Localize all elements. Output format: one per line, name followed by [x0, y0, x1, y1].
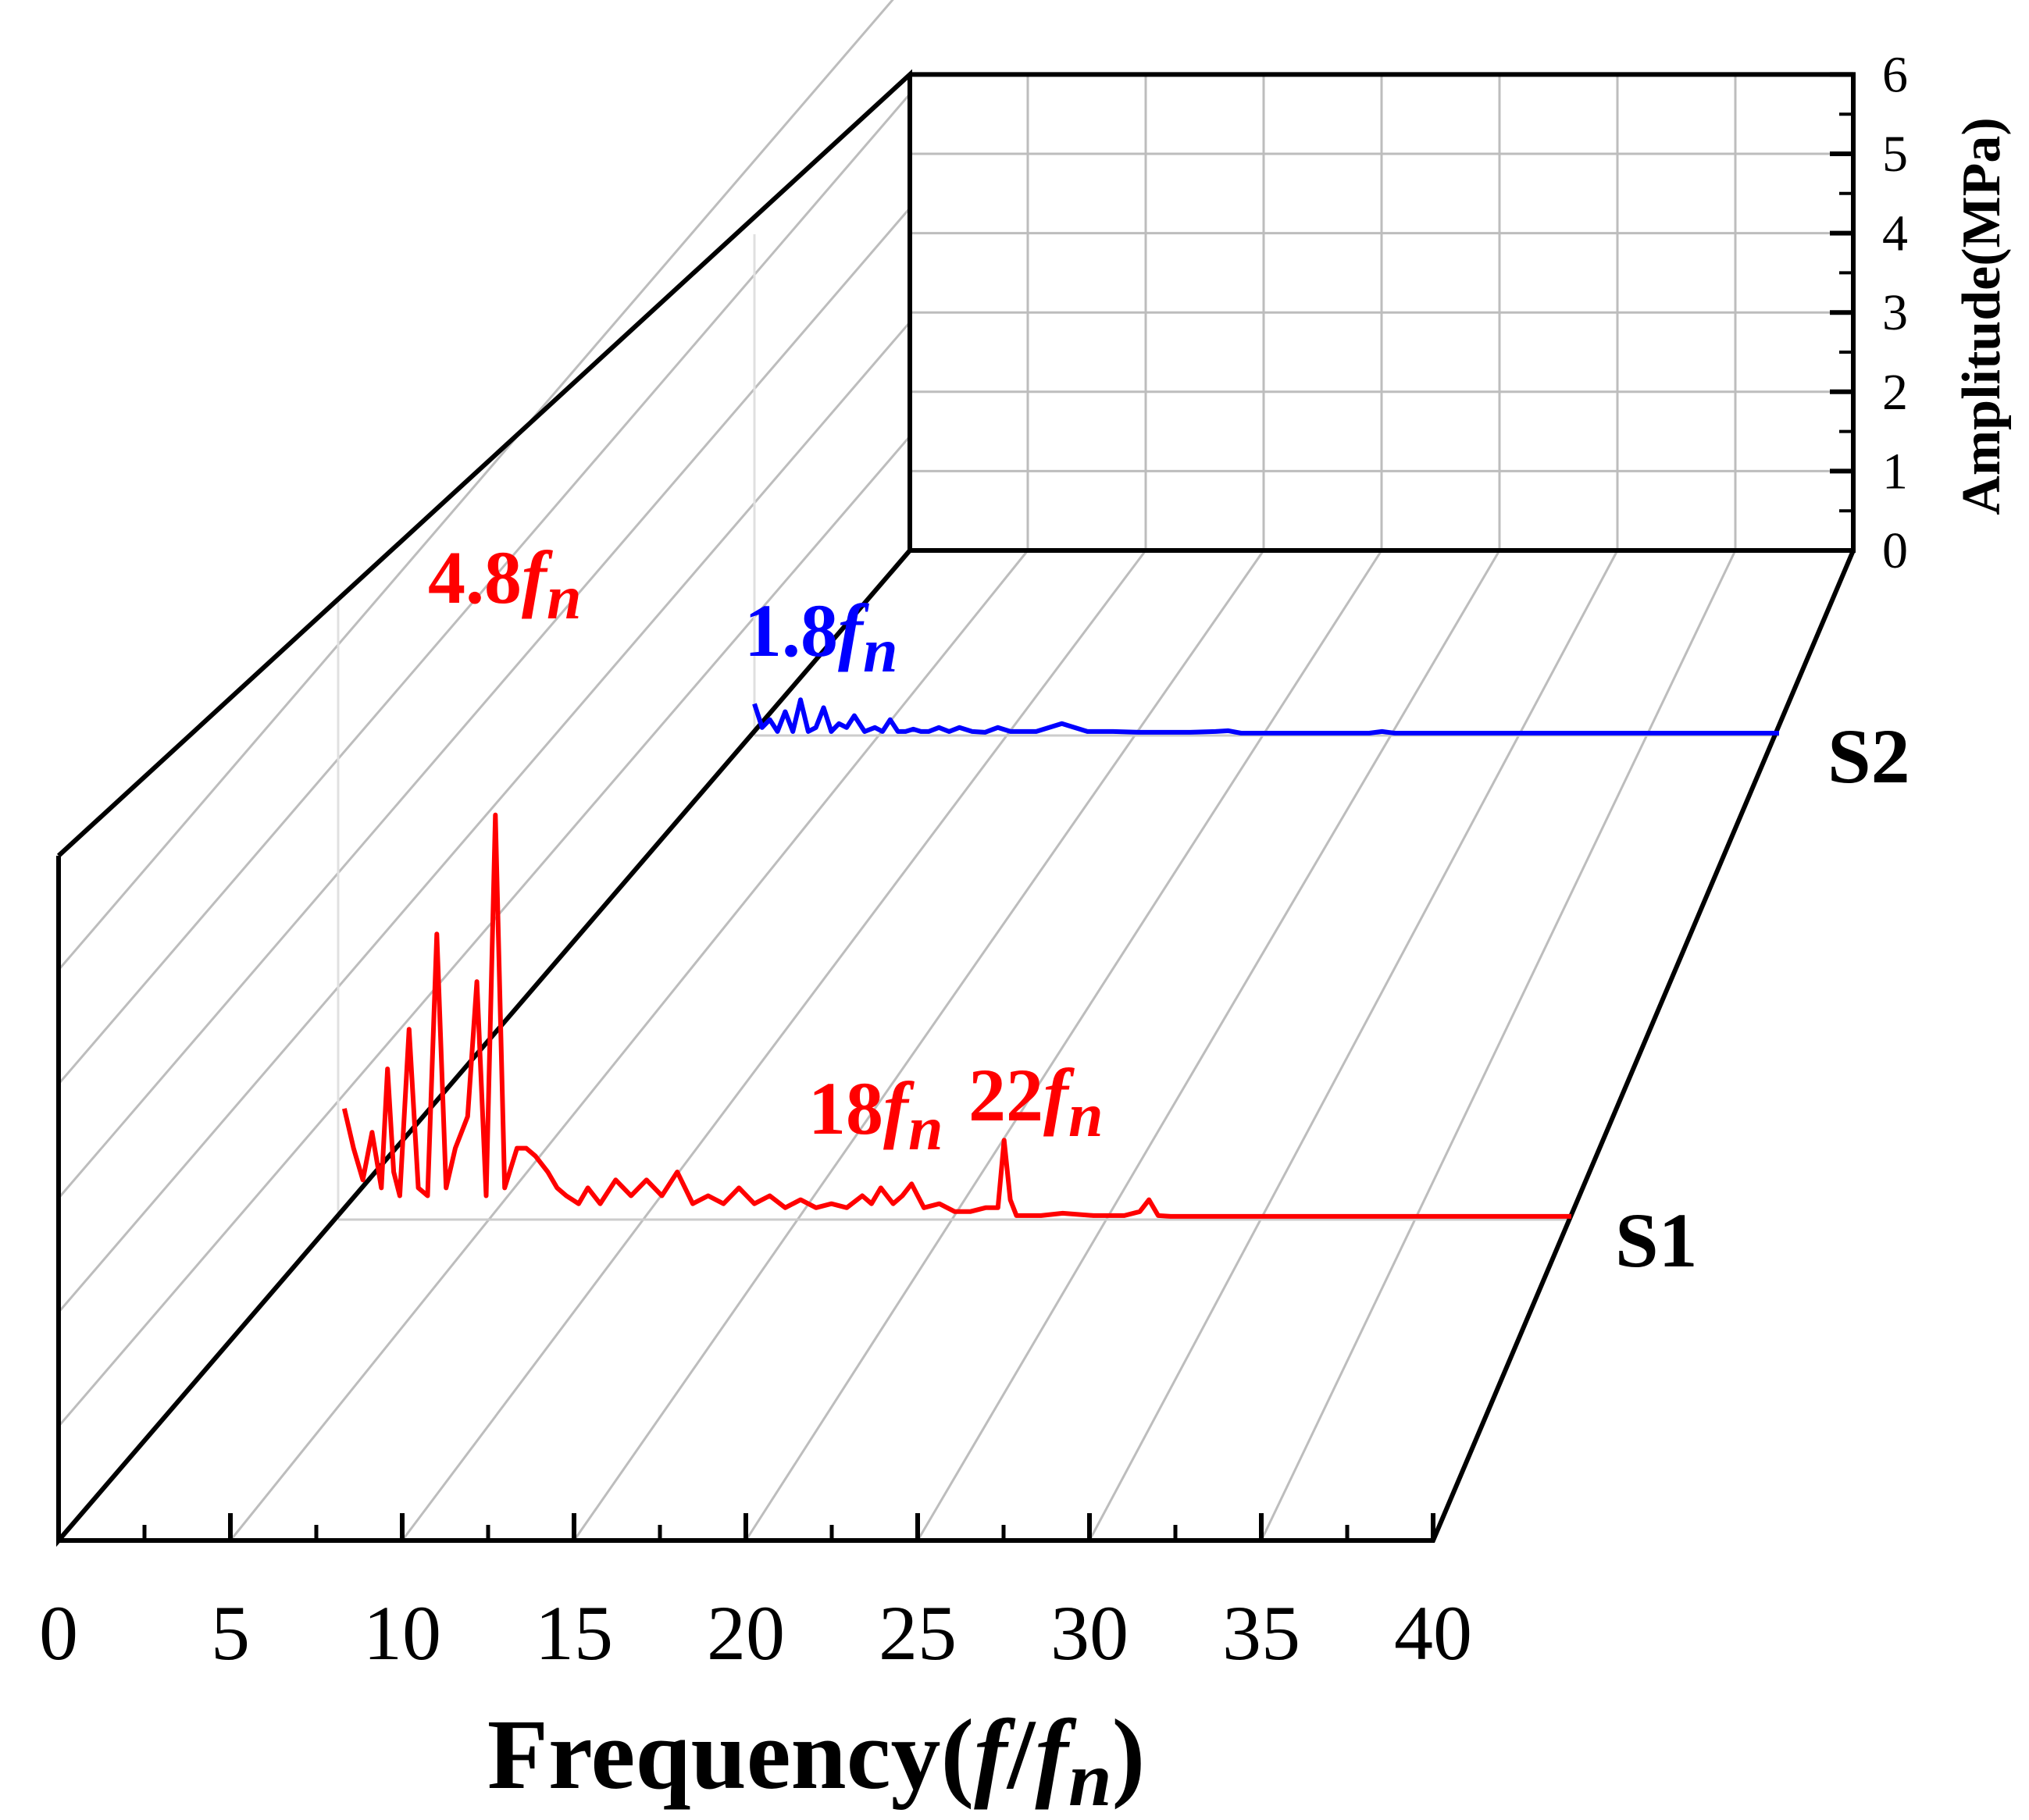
x-tick-label: 0: [39, 1590, 78, 1676]
peak-annotation-sub: n: [547, 564, 582, 632]
floor-gridline: [1088, 550, 1619, 1541]
floor-gridline: [572, 550, 1265, 1541]
peak-annotation: 22fn: [968, 1053, 1103, 1150]
floor-gridline: [229, 550, 1029, 1541]
leftwall-gridline: [57, 207, 911, 1199]
floor-gridline: [916, 550, 1501, 1541]
z-tick-label: 2: [1882, 364, 1908, 421]
x-axis-title-prefix: Frequency(: [487, 1699, 974, 1810]
x-tick-label: 20: [707, 1590, 785, 1676]
leftwall-gridline: [57, 435, 911, 1427]
series-line-s1: [341, 812, 1571, 1219]
series-label-s2: S2: [1828, 713, 1910, 800]
peak-annotation-number: 18: [808, 1067, 883, 1150]
leftwall-gridline: [57, 0, 894, 971]
peak-annotation: 4.8fn: [428, 536, 581, 632]
peak-annotation-number: 1.8: [744, 589, 838, 672]
series-line-s2: [752, 697, 1779, 735]
floor-gridline: [744, 550, 1383, 1541]
z-tick-label: 0: [1882, 522, 1908, 579]
x-axis-title-suffix: ): [1112, 1699, 1146, 1810]
x-tick-label: 30: [1050, 1590, 1129, 1676]
peak-annotation: 1.8fn: [744, 589, 897, 686]
peak-annotation-sub: n: [908, 1095, 943, 1163]
x-tick-label: 5: [211, 1590, 250, 1676]
peak-annotation-sub: n: [863, 617, 898, 686]
series-label-s1: S1: [1615, 1197, 1698, 1284]
grid-layer: [57, 0, 1855, 1541]
frame-layer: [56, 69, 1856, 1548]
peak-annotation-number: 22: [968, 1053, 1043, 1137]
series-layer: [341, 697, 1779, 1219]
floor-frame: [59, 549, 1856, 1543]
x-axis-title: Frequency(f/fn): [487, 1699, 1145, 1820]
floor-gridline: [401, 550, 1147, 1541]
tick-layer: [56, 72, 1853, 1540]
leftwall-gridline: [57, 321, 911, 1313]
peak-annotation-number: 4.8: [428, 536, 522, 619]
floor-gridline: [1260, 550, 1737, 1541]
x-tick-label: 35: [1222, 1590, 1300, 1676]
x-axis-title-slash: /: [1006, 1699, 1036, 1810]
label-layer: 0 5 10 15 20 25 30 35 40 0 1 2 3 4 5 6 S1 S2 4.8fn 18fn 22fn…: [39, 46, 1910, 1676]
x-tick-label: 10: [363, 1590, 441, 1676]
x-tick-label: 15: [535, 1590, 613, 1676]
z-axis-title: Amplitude(MPa): [1952, 117, 2012, 515]
x-tick-label: 40: [1394, 1590, 1472, 1676]
z-tick-label: 6: [1882, 46, 1908, 103]
z-tick-label: 1: [1882, 443, 1908, 500]
peak-annotation-sub: n: [1068, 1081, 1104, 1150]
z-tick-label: 5: [1882, 126, 1908, 183]
peak-annotation: 18fn: [808, 1067, 943, 1163]
x-axis-title-sub: n: [1068, 1736, 1112, 1820]
z-tick-label: 4: [1882, 205, 1908, 262]
x-tick-label: 25: [879, 1590, 957, 1676]
leftwall-gridline: [57, 93, 911, 1085]
z-tick-label: 3: [1882, 284, 1908, 341]
left-wall-frame: [56, 69, 912, 1548]
